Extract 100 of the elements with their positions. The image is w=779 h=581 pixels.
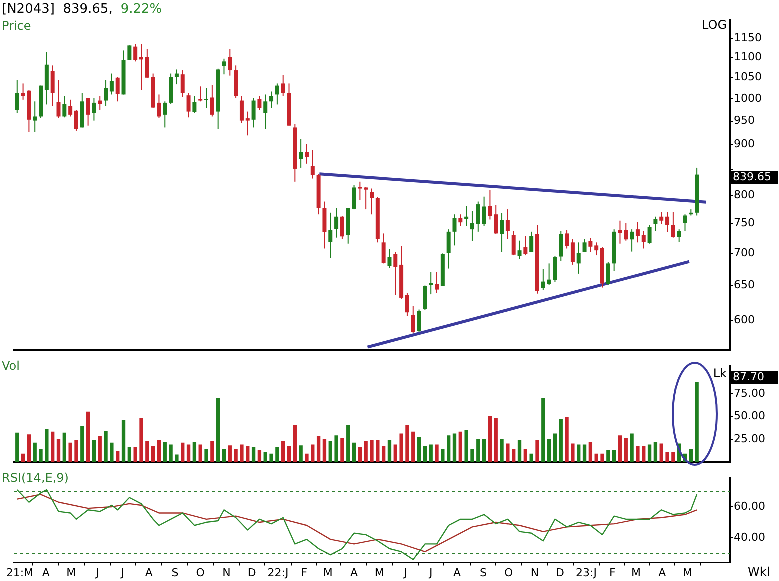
bar (464, 430, 468, 462)
y-tick-label: 700 (734, 246, 755, 260)
bar (92, 440, 96, 462)
bar (660, 444, 664, 462)
bar (282, 441, 286, 462)
bar (163, 442, 167, 462)
bar (447, 436, 451, 462)
bar (435, 444, 439, 462)
candlestick (624, 222, 628, 242)
x-tick-label: J (94, 566, 100, 580)
bar (618, 436, 622, 462)
candlestick (576, 242, 581, 274)
candlestick (74, 110, 78, 132)
candlestick (417, 309, 422, 333)
bar (376, 440, 380, 462)
bar (157, 440, 162, 462)
bar (51, 432, 55, 462)
candlestick (310, 150, 315, 180)
bar (612, 450, 616, 462)
y-tick-label: 1050 (734, 70, 762, 84)
candlestick (606, 262, 610, 286)
y-tick-label: 900 (734, 138, 755, 151)
candlestick (642, 230, 646, 250)
bar (299, 446, 303, 462)
candlestick (488, 190, 492, 220)
x-tick-label: S (172, 566, 179, 580)
bar (594, 454, 598, 462)
y-axis-title: RSI(14,E,9) (2, 471, 69, 485)
bar (358, 447, 362, 462)
candlestick (192, 96, 197, 114)
candlestick (476, 201, 480, 232)
candlestick (565, 230, 570, 250)
bar (429, 444, 433, 462)
bar (488, 416, 492, 462)
candlestick (98, 96, 102, 111)
bar (305, 454, 309, 462)
bar (175, 454, 179, 462)
y-tick-label: 800 (734, 188, 755, 202)
candlestick (541, 268, 546, 291)
y-tick-label: 600 (734, 313, 755, 326)
x-tick-label: M (374, 566, 384, 580)
candlestick (494, 204, 498, 235)
bar (388, 440, 392, 462)
candlestick (104, 80, 108, 107)
candlestick (163, 101, 168, 128)
bar (494, 418, 498, 462)
candlestick (270, 91, 274, 109)
candlestick (281, 74, 286, 97)
bar (571, 444, 575, 462)
chart-title: [N2043] 839.65, (2, 2, 113, 17)
bar (364, 441, 368, 462)
bar (630, 434, 634, 462)
candlestick (264, 94, 268, 130)
bar (192, 442, 197, 462)
y-tick-label: 60.00 (734, 500, 766, 513)
x-tick-label: M (66, 566, 76, 580)
text: 87.70 (733, 370, 764, 384)
bar (270, 454, 274, 462)
candlestick (252, 98, 256, 128)
x-tick-label: A (42, 566, 50, 580)
bar (506, 444, 510, 462)
annotation: LOG (702, 18, 727, 32)
bar (565, 417, 569, 462)
bar (500, 439, 504, 462)
bar (276, 447, 280, 462)
bar (542, 398, 546, 462)
bar (382, 446, 386, 462)
candlestick (222, 58, 226, 76)
bar (452, 434, 457, 462)
bar (45, 429, 49, 462)
y-tick-label: 950 (734, 114, 755, 128)
bar (16, 432, 20, 462)
x-tick-label: D (248, 566, 256, 580)
candlestick (394, 252, 398, 296)
candlestick (405, 292, 410, 317)
candlestick (654, 216, 658, 232)
candlestick (180, 70, 185, 98)
bar (228, 446, 232, 462)
bar (110, 442, 114, 462)
bar (287, 446, 292, 462)
x-tick-label: A (145, 566, 154, 580)
candlestick (174, 69, 179, 86)
candlestick (246, 111, 250, 136)
bar (400, 434, 404, 462)
bar (553, 434, 558, 462)
bar (458, 432, 462, 462)
x-tick-label: M (683, 566, 693, 580)
candlestick (145, 48, 150, 78)
candlestick (411, 306, 416, 334)
bar (588, 442, 593, 462)
bar (104, 431, 108, 462)
candlestick (56, 80, 61, 119)
candlestick (370, 188, 374, 216)
bar (33, 442, 37, 462)
candlestick (382, 233, 386, 264)
x-tick-label: F (609, 566, 616, 580)
bar (524, 449, 528, 462)
candlestick (364, 186, 368, 210)
bar (98, 436, 102, 462)
bar (74, 440, 78, 462)
